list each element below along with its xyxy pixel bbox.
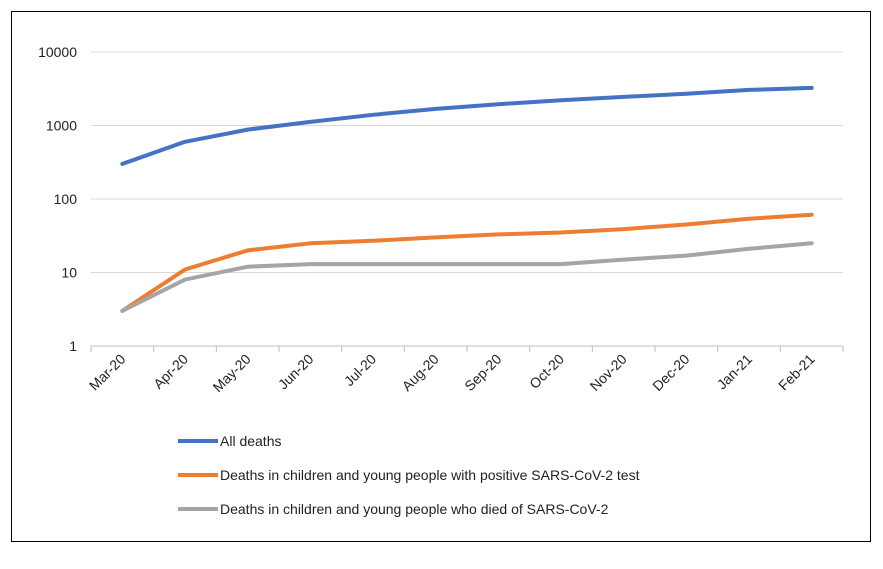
series-line-3	[120, 241, 814, 313]
x-tick-label: Oct-20	[526, 351, 567, 392]
legend: All deaths Deaths in children and young p…	[178, 433, 640, 517]
x-tick-label: Mar-20	[86, 351, 129, 394]
x-tick-label: May-20	[209, 351, 253, 395]
y-tick-label: 10	[61, 265, 77, 281]
x-tick-label: Nov-20	[587, 351, 630, 394]
x-tick-label: Dec-20	[649, 351, 692, 394]
y-tick-label: 1000	[46, 118, 77, 134]
y-tick-label: 100	[54, 191, 78, 207]
y-tick-label: 10000	[38, 44, 77, 60]
y-axis: 1 10 100 1000 10000	[38, 44, 77, 354]
x-tick-label: Apr-20	[150, 351, 191, 392]
chart-frame: 1 10 100 1000 10000 Mar-20 Apr-20 May-20 Jun-20…	[11, 11, 871, 542]
x-tick-label: Jan-21	[714, 351, 756, 393]
x-tick-label: Jul-20	[341, 351, 379, 389]
x-tick-label: Sep-20	[461, 351, 504, 394]
gridlines	[91, 51, 843, 347]
x-axis: Mar-20 Apr-20 May-20 Jun-20 Jul-20 Aug-20 Sep-…	[86, 346, 844, 395]
y-tick-label: 1	[69, 338, 77, 354]
legend-label: All deaths	[220, 433, 281, 449]
series-line-2	[120, 212, 814, 313]
legend-label: Deaths in children and young people with…	[220, 467, 640, 483]
x-tick-label: Feb-21	[775, 351, 818, 394]
x-tick-label: Jun-20	[275, 351, 317, 393]
legend-label: Deaths in children and young people who …	[220, 501, 609, 517]
x-tick-label: Aug-20	[399, 351, 442, 394]
line-chart: 1 10 100 1000 10000 Mar-20 Apr-20 May-20 Jun-20…	[38, 44, 844, 517]
series-lines	[120, 85, 814, 313]
series-line-1	[120, 85, 814, 166]
